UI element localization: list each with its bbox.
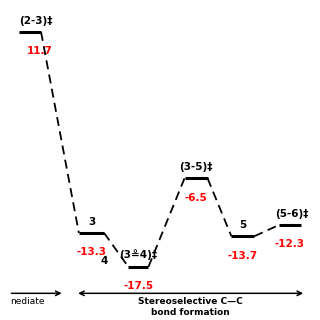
Text: (3-5)‡: (3-5)‡ bbox=[180, 162, 213, 172]
Text: (5-6)‡: (5-6)‡ bbox=[275, 209, 308, 219]
Text: 3: 3 bbox=[88, 217, 95, 227]
Text: (3≗4)‡: (3≗4)‡ bbox=[119, 250, 157, 260]
Text: -6.5: -6.5 bbox=[185, 193, 207, 203]
Text: 5: 5 bbox=[239, 220, 246, 230]
Text: 4: 4 bbox=[100, 256, 108, 266]
Text: -17.5: -17.5 bbox=[123, 281, 153, 291]
Text: -13.7: -13.7 bbox=[228, 251, 258, 261]
Text: 11.7: 11.7 bbox=[27, 46, 52, 56]
Text: Stereoselective C—C
bond formation: Stereoselective C—C bond formation bbox=[138, 297, 243, 317]
Text: -12.3: -12.3 bbox=[275, 239, 305, 249]
Text: (2-3)‡: (2-3)‡ bbox=[20, 15, 53, 26]
Text: -13.3: -13.3 bbox=[76, 247, 107, 258]
Text: nediate: nediate bbox=[11, 297, 45, 306]
